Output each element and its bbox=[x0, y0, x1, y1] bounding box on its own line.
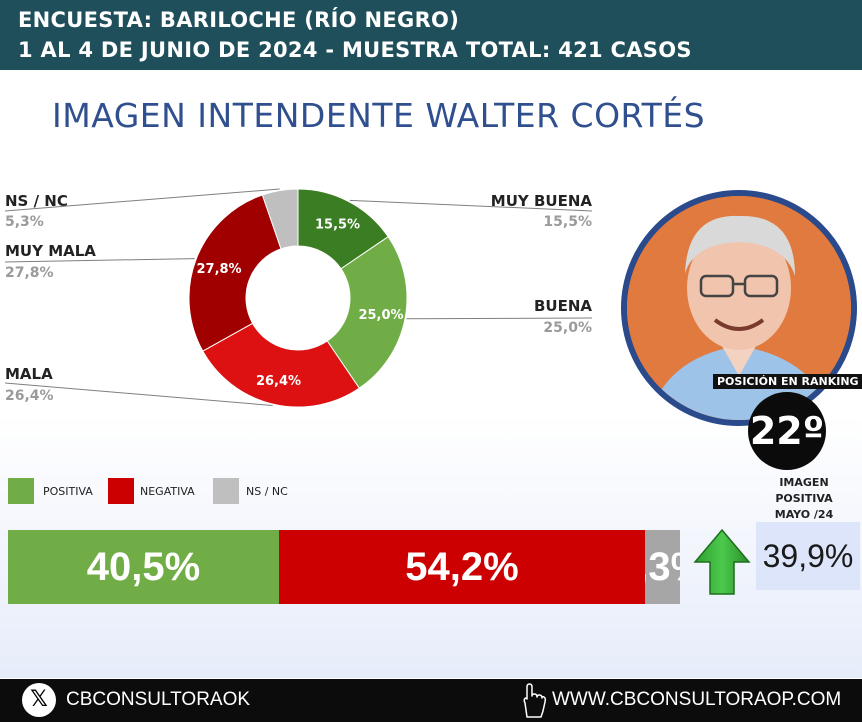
legend-nsnc-label: NS / NC bbox=[246, 485, 288, 498]
x-logo-icon[interactable]: 𝕏 bbox=[22, 683, 56, 717]
social-handle[interactable]: CBCONSULTORAOK bbox=[66, 689, 251, 710]
muy-buena-data-label: 15,5% bbox=[315, 217, 360, 232]
survey-details: 1 AL 4 DE JUNIO DE 2024 - MUESTRA TOTAL:… bbox=[18, 38, 692, 62]
buena-data-label: 25,0% bbox=[358, 308, 403, 323]
mala-slice bbox=[202, 322, 360, 408]
arrow-up-icon bbox=[693, 528, 751, 595]
ranking-label: POSICIÓN EN RANKING bbox=[713, 374, 862, 389]
muy-buena-leader-line bbox=[349, 199, 593, 212]
nsnc-value: 5,3% bbox=[5, 214, 44, 230]
mala-label: MALA bbox=[5, 365, 53, 383]
mala-leader-line bbox=[4, 382, 273, 407]
legend-negativa-swatch bbox=[108, 478, 134, 504]
website-link[interactable]: WWW.CBCONSULTORAOP.COM bbox=[552, 689, 842, 710]
mala-data-label: 26,4% bbox=[256, 374, 301, 389]
muy-buena-value: 15,5% bbox=[543, 214, 592, 230]
bar-negativa-label: 54,2% bbox=[405, 545, 519, 589]
nsnc-slice bbox=[261, 188, 299, 250]
ranking-badge: 22º bbox=[748, 392, 826, 470]
previous-label-line3: MAYO /24 bbox=[774, 508, 834, 521]
muy-mala-leader-line bbox=[4, 258, 195, 263]
mayor-photo bbox=[621, 190, 857, 426]
previous-image-label: IMAGEN POSITIVA MAYO /24 bbox=[754, 475, 854, 523]
muy-buena-label: MUY BUENA bbox=[490, 192, 592, 210]
legend-positiva-label: POSITIVA bbox=[43, 485, 93, 498]
bar-nsnc-label: 5,3% bbox=[645, 545, 680, 589]
muy-mala-value: 27,8% bbox=[5, 265, 54, 281]
previous-label-line1: IMAGEN bbox=[779, 476, 829, 489]
bar-nsnc: 5,3% bbox=[645, 530, 680, 604]
legend-positiva-swatch bbox=[8, 478, 34, 504]
bar-positiva-label: 40,5% bbox=[86, 545, 201, 589]
bar-negativa: 54,2% bbox=[279, 530, 645, 604]
bar-positiva: 40,5% bbox=[8, 530, 279, 604]
muy-mala-label: MUY MALA bbox=[5, 242, 96, 260]
header-banner: ENCUESTA: BARILOCHE (RÍO NEGRO) 1 AL 4 D… bbox=[0, 0, 862, 70]
chart-title: IMAGEN INTENDENTE WALTER CORTÉS bbox=[52, 96, 706, 135]
mala-value: 26,4% bbox=[5, 388, 54, 404]
muy-mala-data-label: 27,8% bbox=[196, 262, 241, 277]
pointer-hand-icon bbox=[523, 683, 547, 718]
previous-image-value: 39,9% bbox=[756, 522, 860, 590]
donut-chart: 15,5% 25,0% 26,4% 27,8% bbox=[4, 188, 593, 408]
buena-value: 25,0% bbox=[543, 320, 592, 336]
buena-leader-line bbox=[406, 317, 593, 320]
nsnc-label: NS / NC bbox=[5, 192, 68, 210]
muy-mala-slice bbox=[188, 194, 282, 352]
survey-title: ENCUESTA: BARILOCHE (RÍO NEGRO) bbox=[18, 8, 460, 32]
previous-label-line2: POSITIVA bbox=[775, 492, 833, 505]
buena-label: BUENA bbox=[533, 297, 592, 315]
nsnc-leader-line bbox=[4, 188, 280, 212]
footer-bar: 𝕏 CBCONSULTORAOK WWW.CBCONSULTORAOP.COM bbox=[0, 679, 862, 722]
legend-negativa-label: NEGATIVA bbox=[140, 485, 195, 498]
legend-nsnc-swatch bbox=[213, 478, 239, 504]
buena-slice bbox=[326, 236, 408, 389]
